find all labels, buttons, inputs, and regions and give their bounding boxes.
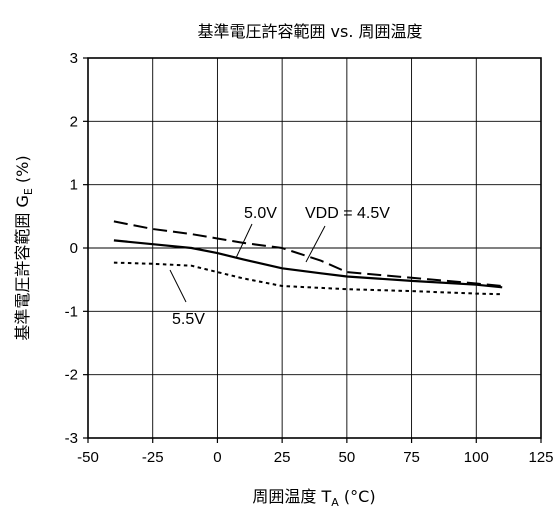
x-tick-label: 0 [213,449,221,466]
grid [88,58,541,438]
y-axis-label-tail: (%) [13,155,32,188]
x-tick-label: 100 [464,449,489,466]
x-axis-label-main: 周囲温度 T [252,487,331,506]
x-tick-label: -50 [77,449,99,466]
chart-title: 基準電圧許容範囲 vs. 周囲温度 [197,22,422,41]
y-axis-label-subscript: E [22,188,35,195]
x-tick-label: 125 [528,449,553,466]
y-tick-label: 3 [70,50,78,67]
annotation-leader-4v5 [306,226,325,262]
x-axis-label: 周囲温度 TA (°C) [252,487,375,509]
y-axis-label-main: 基準電圧許容範囲 G [13,195,32,341]
annotation-leader-5v5 [170,270,186,302]
y-tick-labels: -3 -2 -1 0 1 2 3 [65,50,88,447]
y-tick-label: -2 [65,367,78,384]
annotation-vdd-4v5: VDD = 4.5V [305,205,390,222]
annotation-5v5: 5.5V [172,311,205,328]
series-line-dotted [114,263,502,295]
y-tick-label: 0 [70,240,78,257]
annotation-leader-5v0 [236,224,252,258]
x-tick-labels: -50 -25 0 25 50 75 100 125 [77,438,553,466]
y-tick-label: -3 [65,430,78,447]
y-tick-label: -1 [65,303,78,320]
x-axis-label-tail: (°C) [339,487,376,506]
x-tick-label: 75 [403,449,420,466]
series-line-dashed [114,221,502,286]
x-tick-label: 50 [339,449,356,466]
x-tick-label: -25 [142,449,164,466]
annotation-5v0: 5.0V [244,205,277,222]
y-axis-label: 基準電圧許容範囲 GE (%) [13,155,35,340]
x-tick-label: 25 [274,449,291,466]
y-tick-label: 1 [70,177,78,194]
y-tick-label: 2 [70,113,78,130]
